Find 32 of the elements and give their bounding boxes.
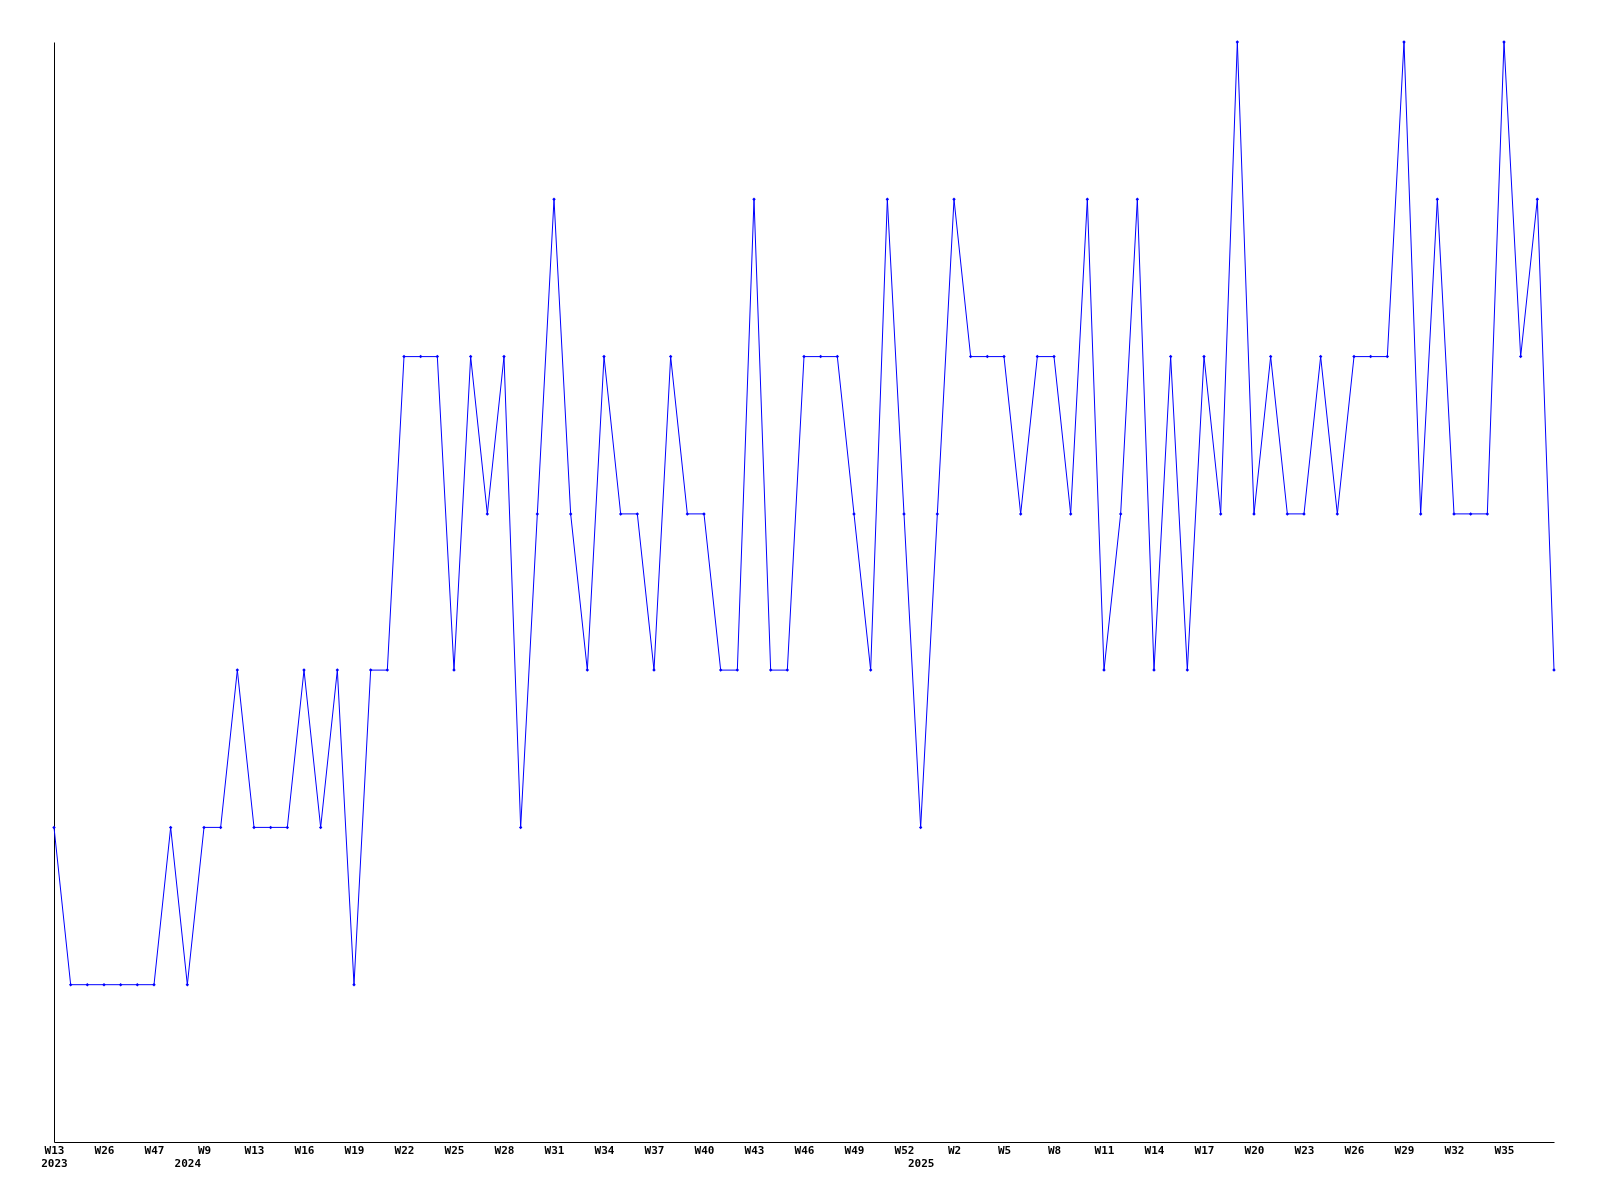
x-tick-label: W17 [1194,1143,1215,1157]
x-tick-label: W46 [794,1143,815,1157]
x-tick-label: W8 [1047,1143,1062,1157]
x-tick-label: W28 [494,1143,515,1157]
x-tick-label: W52 [894,1143,915,1157]
x-tick-label: 2025 [907,1156,935,1170]
x-tick-label: W19 [344,1143,365,1157]
x-tick-label: W13 2023 [41,1143,68,1170]
x-tick-label: W31 [544,1143,565,1157]
x-tick-label: W25 [444,1143,465,1157]
x-tick-label: W22 [394,1143,415,1157]
x-tick-label: W20 [1244,1143,1265,1157]
x-tick-label: W37 [644,1143,665,1157]
x-tick-label: W2 [947,1143,962,1157]
x-tick-label: W14 [1144,1143,1165,1157]
x-tick-label: W32 [1444,1143,1465,1157]
x-tick-label: W34 [594,1143,615,1157]
x-tick-label: W13 [244,1143,265,1157]
x-tick-label: W23 [1294,1143,1315,1157]
x-tick-label: W11 [1094,1143,1115,1157]
x-tick-label: W16 [294,1143,315,1157]
x-tick-label: W40 [694,1143,715,1157]
x-tick-label: W49 [844,1143,865,1157]
x-tick-label: W9 [197,1143,212,1157]
x-tick-label: W43 [744,1143,765,1157]
x-tick-label: W26 [94,1143,115,1157]
x-tick-label: W47 [144,1143,165,1157]
x-tick-label: W29 [1394,1143,1415,1157]
x-tick-label: 2024 [174,1156,202,1170]
x-tick-label: W26 [1344,1143,1365,1157]
x-tick-label: W5 [997,1143,1012,1157]
x-tick-label: W35 [1494,1143,1515,1157]
